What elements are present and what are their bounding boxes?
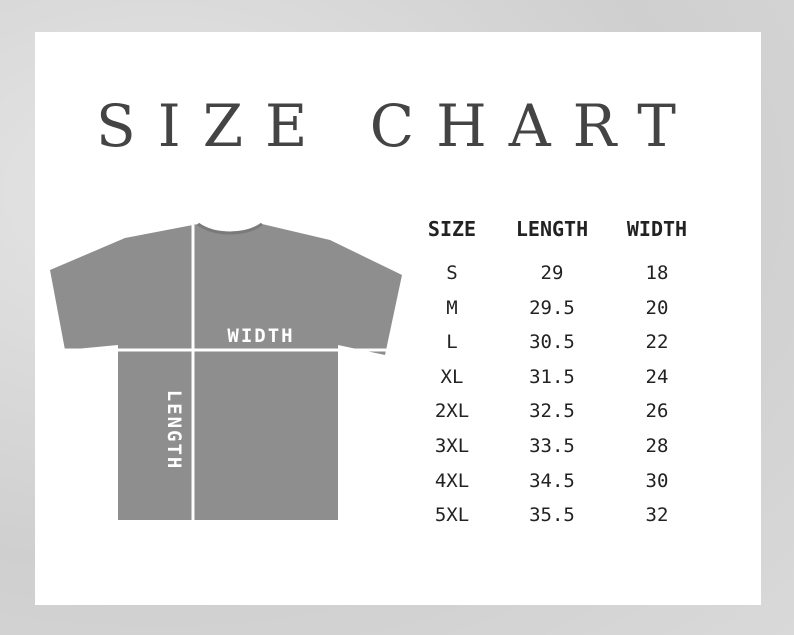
table-cell: 32 bbox=[645, 504, 669, 527]
column-header: SIZE bbox=[427, 217, 477, 241]
table-cell: 4XL bbox=[434, 469, 470, 492]
column-header: WIDTH bbox=[626, 217, 688, 241]
tshirt-shape bbox=[50, 224, 402, 520]
table-cell: 24 bbox=[645, 365, 669, 388]
table-cell: 35.5 bbox=[529, 504, 575, 527]
page-title: SIZE CHART bbox=[96, 92, 698, 160]
table-cell: 30 bbox=[645, 469, 669, 492]
table-cell: 3XL bbox=[434, 435, 470, 457]
table-cell: 20 bbox=[645, 296, 669, 319]
table-cell: 22 bbox=[645, 331, 669, 354]
table-cell: XL bbox=[440, 365, 464, 388]
table-cell: 5XL bbox=[434, 504, 470, 527]
table-cell: 31.5 bbox=[529, 365, 575, 388]
table-cell: 32.5 bbox=[529, 400, 575, 423]
table-cell: 33.5 bbox=[529, 435, 575, 457]
table-cell: 34.5 bbox=[529, 469, 575, 492]
table-cell: L bbox=[446, 331, 458, 354]
width-label: WIDTH bbox=[227, 325, 294, 347]
table-cell: 29 bbox=[540, 262, 564, 284]
table-cell: 30.5 bbox=[529, 331, 575, 354]
column-header: LENGTH bbox=[515, 217, 589, 241]
table-cell: 18 bbox=[645, 262, 669, 284]
table-cell: S bbox=[446, 262, 458, 284]
table-cell: 29.5 bbox=[529, 296, 575, 319]
table-cell: M bbox=[446, 296, 458, 319]
length-label: LENGTH bbox=[163, 390, 185, 471]
table-cell: 26 bbox=[645, 400, 669, 423]
table-cell: 28 bbox=[645, 435, 669, 457]
table-cell: 2XL bbox=[434, 400, 470, 423]
